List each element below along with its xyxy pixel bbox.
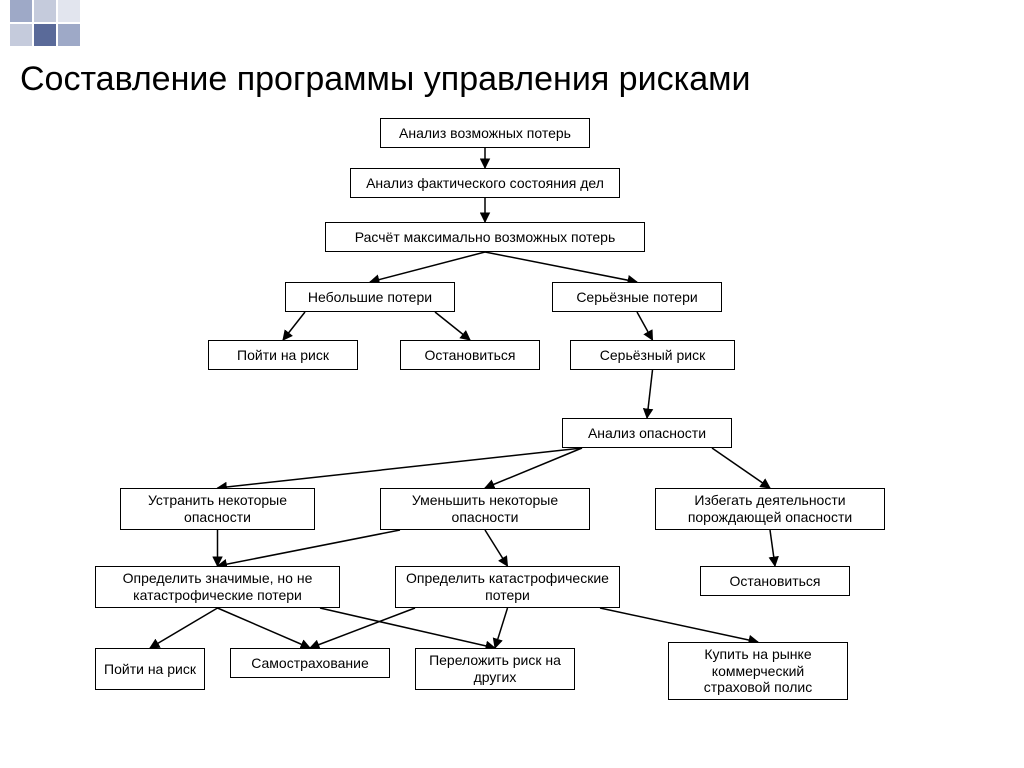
flowchart-node: Анализ фактического состояния дел xyxy=(350,168,620,198)
flowchart-node: Небольшие потери xyxy=(285,282,455,312)
flowchart-node: Пойти на риск xyxy=(95,648,205,690)
flowchart-node: Пойти на риск xyxy=(208,340,358,370)
flowchart-node: Купить на рынке коммерческий страховой п… xyxy=(668,642,848,700)
flowchart-node: Самострахование xyxy=(230,648,390,678)
flowchart-node: Серьёзный риск xyxy=(570,340,735,370)
flowchart-node: Уменьшить некоторые опасности xyxy=(380,488,590,530)
page-title: Составление программы управления рисками xyxy=(20,60,751,99)
flowchart-node: Серьёзные потери xyxy=(552,282,722,312)
flowchart-node: Анализ возможных потерь xyxy=(380,118,590,148)
flowchart-node: Избегать деятельности порождающей опасно… xyxy=(655,488,885,530)
corner-decor xyxy=(0,0,100,60)
flowchart-node: Устранить некоторые опасности xyxy=(120,488,315,530)
flowchart-node: Расчёт максимально возможных потерь xyxy=(325,222,645,252)
flowchart-node: Остановиться xyxy=(700,566,850,596)
flowchart-node: Остановиться xyxy=(400,340,540,370)
flowchart-node: Анализ опасности xyxy=(562,418,732,448)
flowchart-node: Определить катастрофические потери xyxy=(395,566,620,608)
flowchart-node: Переложить риск на других xyxy=(415,648,575,690)
flowchart-node: Определить значимые, но не катастрофичес… xyxy=(95,566,340,608)
